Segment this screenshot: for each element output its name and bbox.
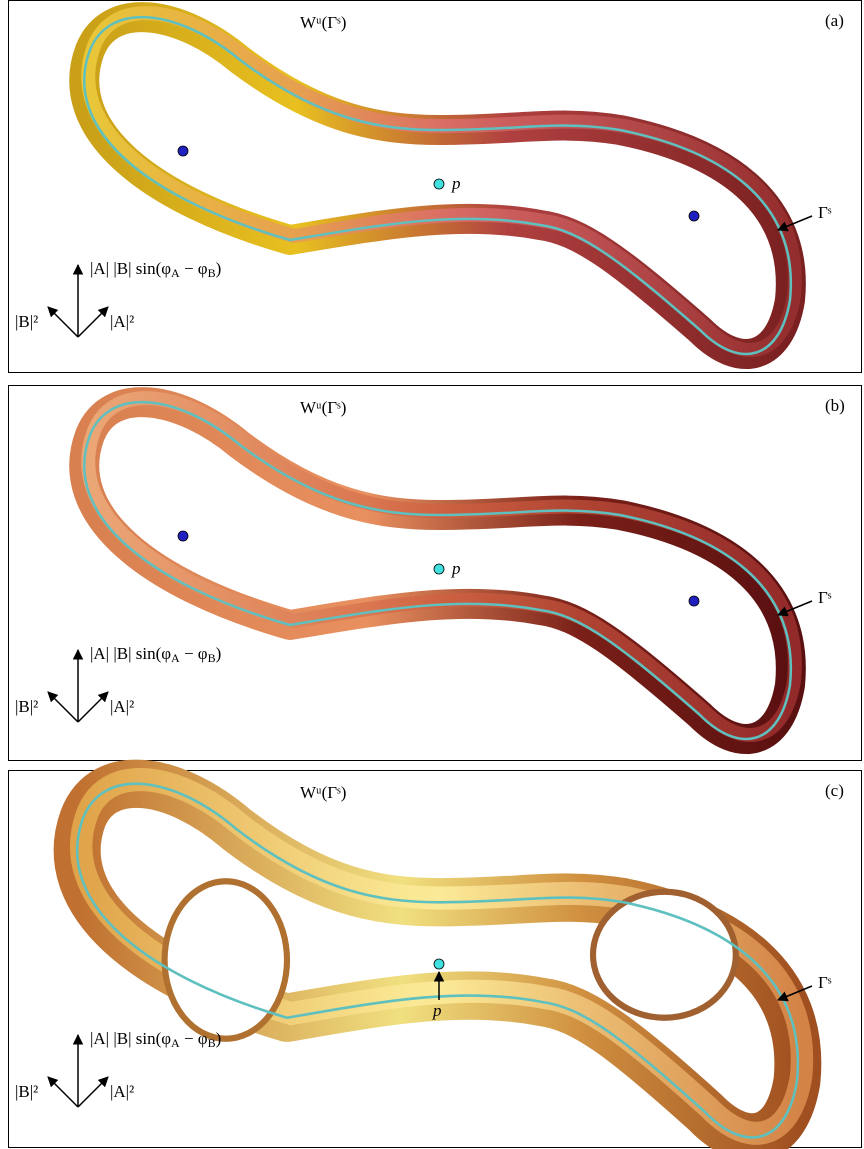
periodic-orbit bbox=[83, 400, 793, 741]
orbit-label: Γˢ bbox=[818, 588, 832, 607]
axis-label-part: A bbox=[171, 266, 180, 280]
axis-arrow bbox=[77, 691, 109, 723]
axis-label-part: A bbox=[171, 651, 180, 665]
axis-arrow bbox=[47, 1076, 79, 1108]
axis-label-part: |A| |B| sin(φ bbox=[90, 259, 171, 278]
axis-arrow bbox=[47, 691, 79, 723]
axis-label-part: ) bbox=[216, 1029, 222, 1048]
axis-label: |A| |B| sin(φA − φB) bbox=[90, 259, 221, 280]
manifold-label: Wᵘ(Γˢ) bbox=[300, 783, 346, 802]
axis-arrow bbox=[47, 306, 79, 338]
point-label: p bbox=[451, 174, 461, 193]
axis-label-part: ) bbox=[216, 259, 222, 278]
hole bbox=[161, 878, 291, 1042]
axis-label: |B|² bbox=[15, 697, 38, 716]
axis-label: |A| |B| sin(φA − φB) bbox=[90, 1029, 221, 1050]
arrow bbox=[777, 600, 813, 617]
point-label: p bbox=[451, 559, 461, 578]
axis-label: |B|² bbox=[15, 312, 38, 331]
equilibrium bbox=[688, 210, 700, 222]
manifold-label: Wᵘ(Γˢ) bbox=[300, 398, 346, 417]
axis-label-part: − φ bbox=[180, 1029, 208, 1048]
equilibrium bbox=[688, 595, 700, 607]
point-p bbox=[433, 958, 445, 970]
axis-arrow bbox=[77, 1076, 109, 1108]
equilibrium bbox=[177, 530, 189, 542]
axis-label: |A| |B| sin(φA − φB) bbox=[90, 644, 221, 665]
axis-arrow bbox=[77, 306, 109, 338]
arrow bbox=[777, 215, 813, 232]
manifold-surface bbox=[69, 2, 806, 369]
manifold-surface bbox=[69, 387, 806, 754]
periodic-orbit bbox=[76, 782, 800, 1139]
point-p bbox=[433, 178, 445, 190]
panel: p (c) Wᵘ(Γˢ) Γˢ |A| |B| sin(φA − φB) |B|² |A|² bbox=[8, 759, 862, 1149]
axis-label-part: − φ bbox=[180, 644, 208, 663]
axis-label-part: B bbox=[208, 266, 216, 280]
axis-label-part: |A| |B| sin(φ bbox=[90, 644, 171, 663]
manifold-label: Wᵘ(Γˢ) bbox=[300, 13, 346, 32]
axis-label: |A|² bbox=[110, 312, 134, 331]
panel-frame bbox=[8, 770, 862, 1148]
panel-label: (b) bbox=[825, 396, 845, 415]
manifold-surface bbox=[53, 759, 822, 1149]
equilibrium bbox=[177, 145, 189, 157]
axis-label-part: B bbox=[208, 651, 216, 665]
axis-label-part: B bbox=[208, 1036, 216, 1050]
panel-frame bbox=[8, 0, 862, 373]
orbit-label: Γˢ bbox=[818, 203, 832, 222]
panel-label: (c) bbox=[825, 781, 844, 800]
axis-label-part: |A| |B| sin(φ bbox=[90, 1029, 171, 1048]
panel-frame bbox=[8, 385, 862, 761]
orbit-label: Γˢ bbox=[818, 973, 832, 992]
panel-label: (a) bbox=[825, 11, 844, 30]
axis-label: |A|² bbox=[110, 1082, 134, 1101]
periodic-orbit bbox=[83, 15, 793, 356]
panel: p (a) Wᵘ(Γˢ) Γˢ |A| |B| sin(φA − φB) |B|² |A|² bbox=[8, 0, 862, 373]
axis-label-part: A bbox=[171, 1036, 180, 1050]
hole bbox=[589, 888, 739, 1021]
axis-label: |A|² bbox=[110, 697, 134, 716]
axis-label: |B|² bbox=[15, 1082, 38, 1101]
axis-label-part: − φ bbox=[180, 259, 208, 278]
panel: p (b) Wᵘ(Γˢ) Γˢ |A| |B| sin(φA − φB) |B|² |A|² bbox=[8, 385, 862, 761]
point-p bbox=[433, 563, 445, 575]
point-label: p bbox=[432, 1001, 442, 1020]
arrow bbox=[777, 985, 813, 1002]
axis-label-part: ) bbox=[216, 644, 222, 663]
